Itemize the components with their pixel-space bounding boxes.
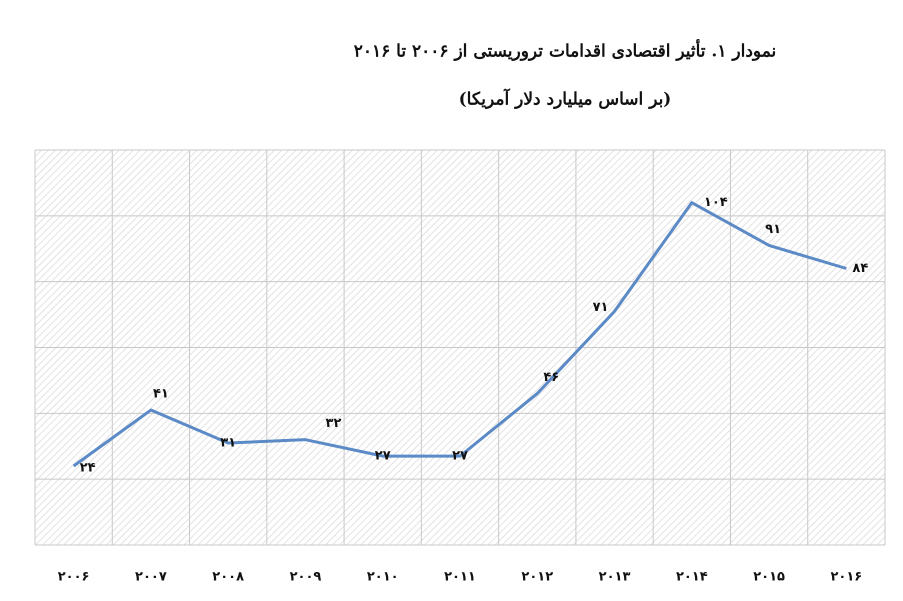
data-label: ۲۷ bbox=[452, 449, 468, 464]
data-label: ۹۱ bbox=[765, 222, 781, 237]
x-tick-label: ۲۰۱۲ bbox=[521, 570, 553, 585]
data-label: ۳۱ bbox=[220, 435, 236, 450]
data-label: ۷۱ bbox=[593, 300, 609, 315]
x-tick-label: ۲۰۰۸ bbox=[212, 570, 244, 585]
data-label: ۴۶ bbox=[543, 370, 559, 385]
data-label: ۴۱ bbox=[153, 387, 169, 402]
x-tick-label: ۲۰۱۵ bbox=[753, 570, 785, 585]
x-tick-label: ۲۰۰۷ bbox=[135, 570, 167, 585]
chart-title: نمودار ۱. تأثیر اقتصادی اقدامات تروریستی… bbox=[354, 38, 777, 62]
data-label: ۲۴ bbox=[80, 461, 96, 476]
x-tick-label: ۲۰۰۶ bbox=[58, 570, 90, 585]
data-label: ۲۷ bbox=[375, 449, 391, 464]
data-label: ۸۴ bbox=[852, 261, 868, 276]
data-label: ۳۲ bbox=[326, 416, 342, 431]
chart: نمودار ۱. تأثیر اقتصادی اقدامات تروریستی… bbox=[0, 0, 903, 601]
data-label: ۱۰۴ bbox=[704, 195, 728, 210]
x-tick-label: ۲۰۱۶ bbox=[830, 570, 862, 585]
x-tick-label: ۲۰۱۱ bbox=[444, 570, 476, 585]
x-tick-label: ۲۰۱۰ bbox=[367, 570, 399, 585]
chart-subtitle: (بر اساس میلیارد دلار آمریکا) bbox=[459, 88, 672, 110]
x-tick-label: ۲۰۱۳ bbox=[599, 570, 631, 585]
x-tick-label: ۲۰۰۹ bbox=[290, 570, 322, 585]
x-tick-label: ۲۰۱۴ bbox=[676, 570, 708, 585]
